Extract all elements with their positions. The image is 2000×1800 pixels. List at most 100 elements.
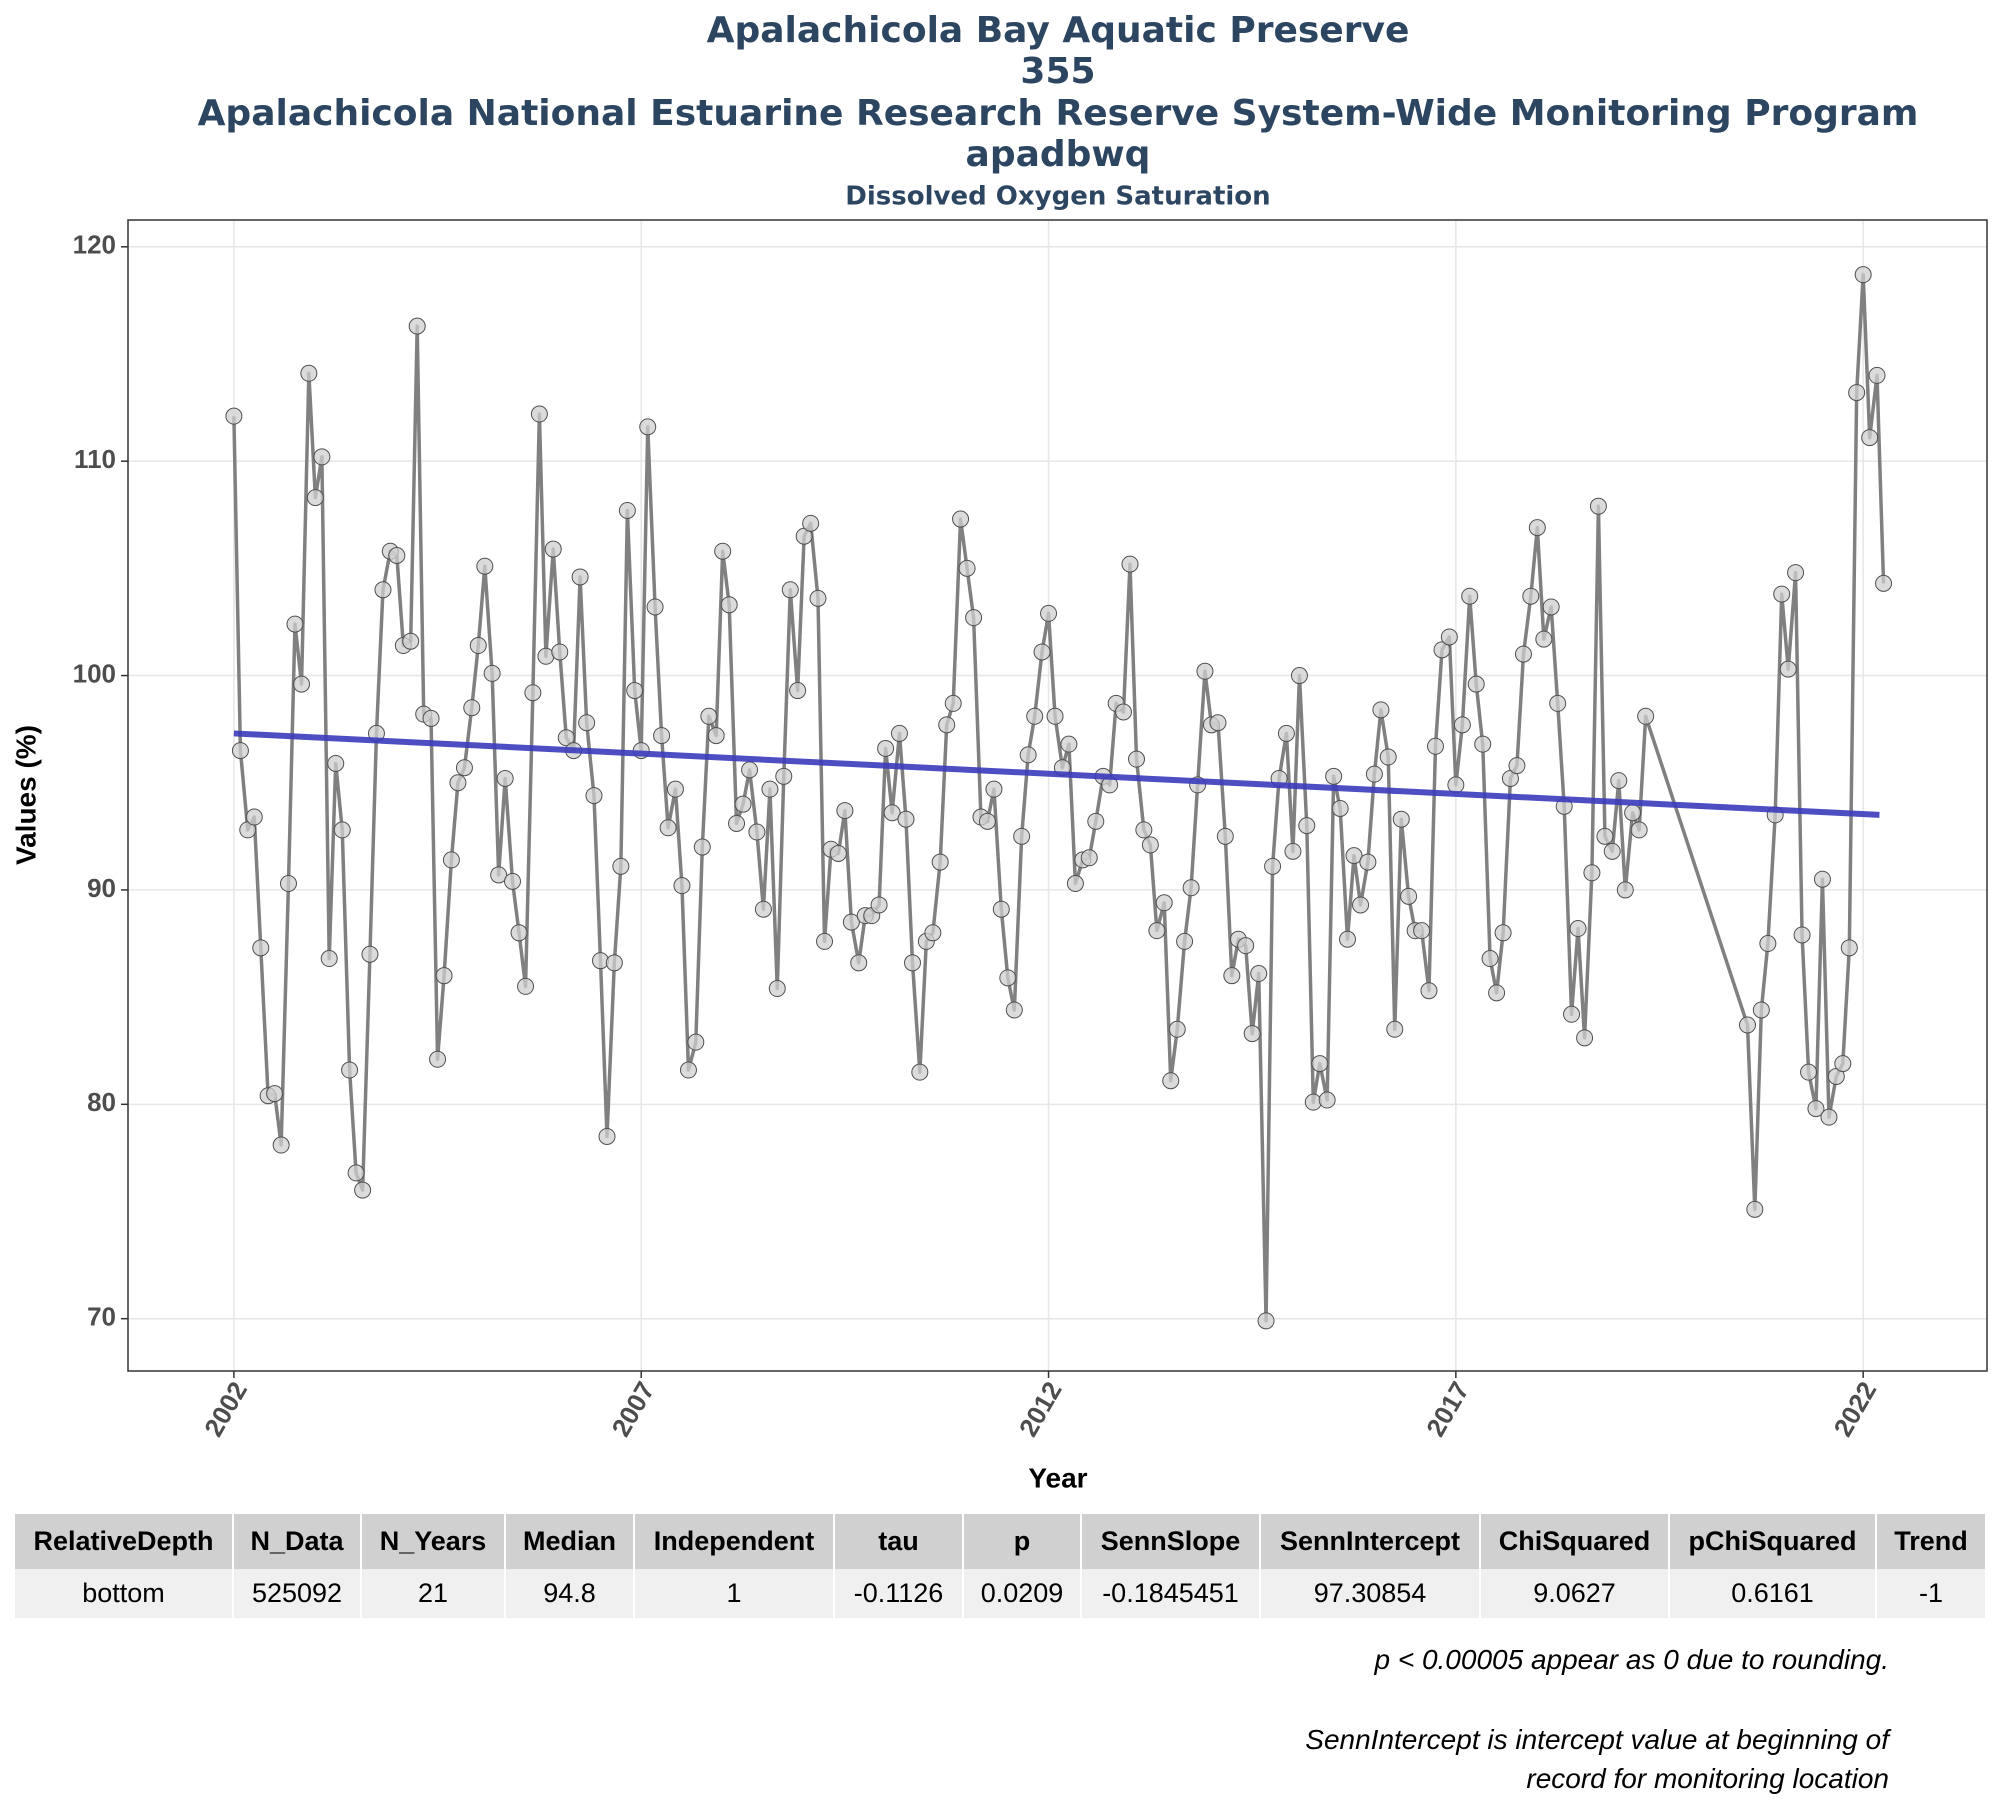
table-header-cell: p [964, 1514, 1080, 1569]
data-point [1080, 849, 1098, 867]
data-point [626, 682, 644, 700]
data-point [1400, 887, 1418, 905]
data-point [530, 405, 548, 423]
data-point [612, 857, 630, 875]
data-point [1834, 1055, 1852, 1073]
data-point [449, 774, 467, 792]
data-point [1813, 870, 1831, 888]
data-point [666, 780, 684, 798]
data-point [341, 1061, 359, 1079]
table-cell: 97.30854 [1261, 1569, 1479, 1618]
data-point [1318, 1091, 1336, 1109]
data-point [952, 510, 970, 528]
chart-title: apadbwq [966, 134, 1151, 175]
data-point [877, 739, 895, 757]
data-point [673, 877, 691, 895]
data-point [551, 643, 569, 661]
data-point [687, 1033, 705, 1051]
data-point [1467, 675, 1485, 693]
data-point [429, 1050, 447, 1068]
table-cell: bottom [15, 1569, 232, 1618]
data-point [850, 954, 868, 972]
table-cell: 0.0209 [964, 1569, 1080, 1618]
data-point [1563, 1005, 1581, 1023]
data-point [965, 609, 983, 627]
y-tick-label: 80 [87, 1087, 116, 1117]
x-tick-label: 2012 [1013, 1376, 1068, 1441]
data-point [408, 317, 426, 335]
data-point [1128, 750, 1146, 768]
data-point [1535, 630, 1553, 648]
data-point [463, 699, 481, 717]
data-point [1800, 1063, 1818, 1081]
data-point [510, 924, 528, 942]
chart-title: Apalachicola Bay Aquatic Preserve [707, 10, 1410, 51]
data-point [1413, 922, 1431, 940]
data-point [659, 819, 677, 837]
data-point [1426, 737, 1444, 755]
data-point [557, 729, 575, 747]
data-point [1868, 366, 1886, 384]
data-point [1223, 967, 1241, 985]
data-point [1779, 660, 1797, 678]
data-point [1331, 799, 1349, 817]
table-cell: -0.1845451 [1082, 1569, 1259, 1618]
y-tick-label: 90 [87, 873, 116, 903]
data-point [490, 866, 508, 884]
data-point [985, 780, 1003, 798]
x-axis-label: Year [1028, 1462, 1087, 1493]
data-point [1339, 930, 1357, 948]
table-header-cell: RelativeDepth [15, 1514, 232, 1569]
data-point [653, 727, 671, 745]
data-point [504, 872, 522, 890]
data-point [646, 598, 664, 616]
data-point [1488, 984, 1506, 1002]
data-point [1549, 694, 1567, 712]
data-point [1569, 920, 1587, 938]
data-point [992, 900, 1010, 918]
data-point [591, 952, 609, 970]
data-point [836, 802, 854, 820]
data-point [679, 1061, 697, 1079]
data-point [279, 875, 297, 893]
data-point [1196, 662, 1214, 680]
data-point [958, 559, 976, 577]
data-point [361, 945, 379, 963]
data-point [476, 557, 494, 575]
data-point [1040, 604, 1058, 622]
data-point [1005, 1001, 1023, 1019]
data-point [1461, 587, 1479, 605]
data-point [1481, 950, 1499, 968]
data-point [272, 1136, 290, 1154]
data-point [435, 967, 453, 985]
data-point [1359, 853, 1377, 871]
data-point [1528, 519, 1546, 537]
data-point [1345, 847, 1363, 865]
data-point [1114, 703, 1132, 721]
data-point [571, 568, 589, 586]
data-point [734, 795, 752, 813]
y-tick-label: 100 [73, 658, 116, 688]
table-cell: 94.8 [506, 1569, 633, 1618]
data-point [286, 615, 304, 633]
data-point [1372, 701, 1390, 719]
footnote: record for monitoring location [1526, 1763, 1889, 1794]
table-header-cell: N_Years [362, 1514, 504, 1569]
data-point [231, 742, 249, 760]
data-point [781, 581, 799, 599]
data-point [789, 682, 807, 700]
data-point [252, 939, 270, 957]
table-header-cell: pChiSquared [1670, 1514, 1875, 1569]
data-point [693, 838, 711, 856]
data-point [1752, 1001, 1770, 1019]
data-point [1474, 735, 1492, 753]
data-point [1392, 810, 1410, 828]
data-point [1243, 1025, 1261, 1043]
data-point [761, 780, 779, 798]
data-point [720, 596, 738, 614]
data-point [1773, 585, 1791, 603]
plot-background [128, 220, 1987, 1371]
table-header-cell: SennIntercept [1261, 1514, 1479, 1569]
y-tick-label: 120 [73, 230, 116, 260]
